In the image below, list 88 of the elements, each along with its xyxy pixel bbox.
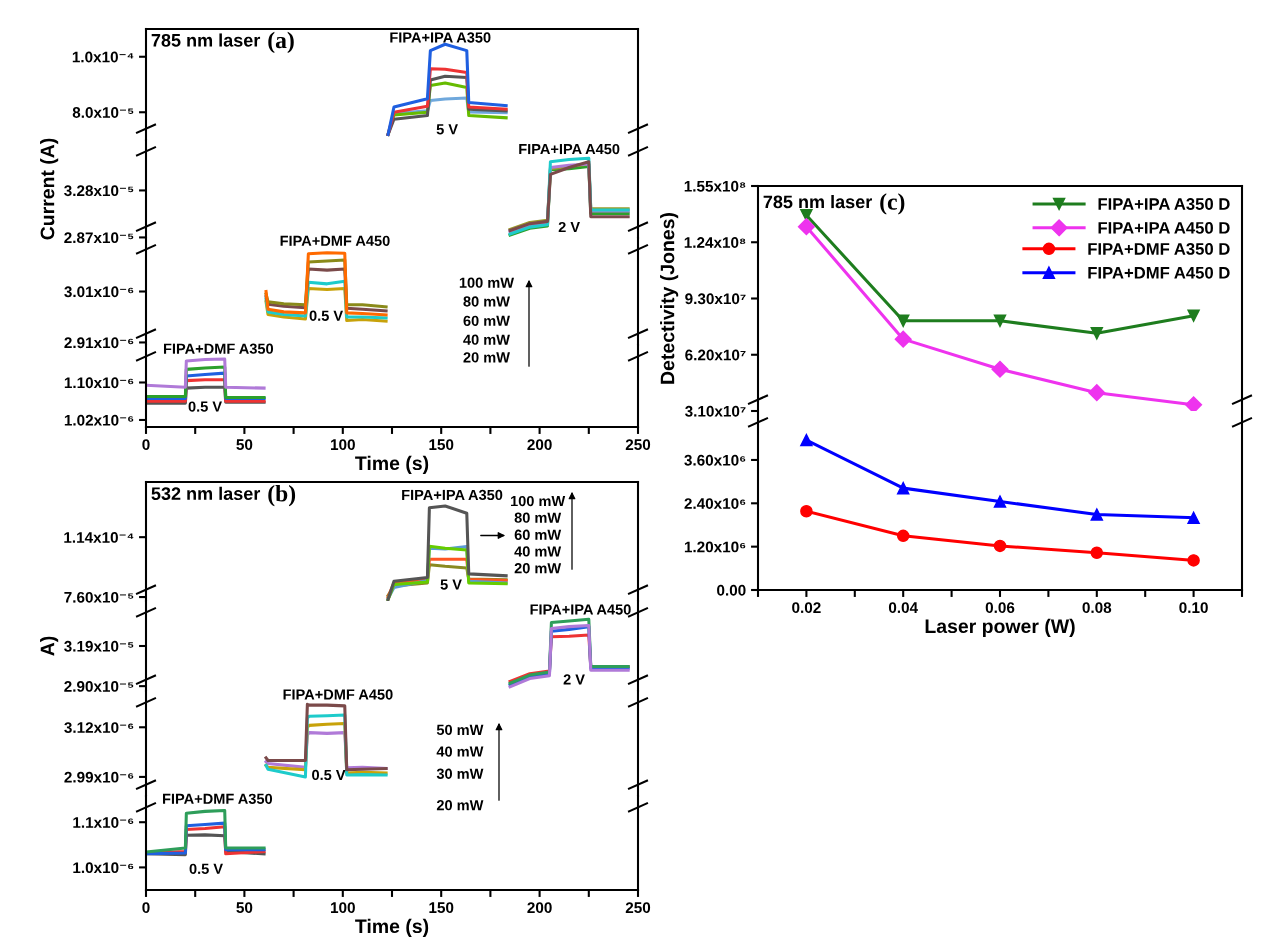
annotation: 0.5 V (188, 401, 222, 412)
y-tick-label: 0.00 (717, 584, 746, 596)
y-tick-label: 8.0x10⁻⁵ (72, 107, 134, 118)
x-tick-label: 100 (331, 439, 355, 451)
annotation: 2 V (558, 221, 580, 233)
x-tick-label: 200 (527, 902, 552, 914)
annotation: 30 mW (436, 768, 484, 779)
legend-label: FIPA+DMF A450 D (1088, 266, 1230, 279)
y-axis-title: A) (40, 636, 59, 656)
x-tick-label: 0.04 (888, 602, 918, 614)
annotation: 0.5 V (312, 769, 346, 781)
annotation: 80 mW (514, 512, 562, 523)
x-tick-label: 0.08 (1082, 602, 1112, 614)
x-axis-title: Time (s) (355, 455, 429, 474)
y-tick-label: 1.14x10⁻⁴ (64, 532, 134, 543)
x-axis-title: Laser power (W) (925, 618, 1075, 637)
legend-label: FIPA+IPA A450 D (1098, 221, 1230, 234)
annotation: 40 mW (436, 746, 484, 757)
annotation: 2 V (563, 674, 585, 685)
x-tick-label: 200 (527, 439, 552, 451)
chart-title: 532 nm laser (151, 486, 261, 501)
annotation: 40 mW (463, 334, 510, 345)
annotation: 0.5 V (309, 310, 343, 321)
annotation: FIPA+DMF A450 (283, 689, 393, 700)
y-tick-label: 1.10x10⁻⁶ (64, 377, 134, 389)
annotation: FIPA+IPA A450 (519, 143, 620, 155)
x-tick-label: 0.06 (985, 602, 1015, 614)
y-axis-title: Current (A) (40, 138, 59, 240)
y-tick-label: 2.91x10⁻⁶ (64, 337, 134, 349)
y-tick-label: 1.0x10⁻⁶ (73, 862, 134, 874)
annotation: 5 V (440, 579, 462, 590)
y-tick-label: 1.55x10⁸ (684, 180, 746, 192)
annotation: 20 mW (436, 800, 484, 811)
x-axis-title: Time (s) (355, 918, 429, 937)
x-tick-label: 50 (236, 439, 253, 451)
annotation: FIPA+IPA A450 (530, 604, 631, 615)
x-tick-label: 50 (236, 902, 253, 914)
annotation: 100 mW (510, 495, 566, 507)
y-tick-label: 1.24x10⁸ (684, 237, 746, 248)
x-tick-label: 0 (142, 439, 150, 451)
annotation: FIPA+DMF A450 (280, 235, 390, 246)
chart-subtitle: (a) (268, 31, 294, 54)
annotation: 5 V (436, 124, 458, 135)
y-tick-label: 3.28x10⁻⁵ (64, 185, 134, 197)
y-tick-label: 7.60x10⁻⁵ (64, 591, 134, 603)
annotation: 60 mW (514, 529, 562, 540)
chart-title: 785 nm laser (763, 195, 872, 209)
y-tick-label: 2.90x10⁻⁵ (64, 681, 134, 692)
x-tick-label: 250 (625, 902, 651, 914)
chart-title: 785 nm laser (151, 33, 261, 47)
chart-subtitle: (c) (880, 193, 905, 215)
annotation: 20 mW (463, 352, 510, 363)
annotation: 20 mW (514, 563, 562, 574)
chart-subtitle: (b) (268, 484, 296, 507)
annotation: 60 mW (463, 315, 510, 327)
annotation: 100 mW (459, 277, 515, 288)
y-tick-label: 2.87x10⁻⁵ (64, 232, 134, 244)
annotation: 50 mW (436, 724, 484, 736)
y-tick-label: 3.10x10⁷ (685, 405, 746, 417)
x-tick-label: 150 (429, 902, 454, 914)
y-tick-label: 3.12x10⁻⁶ (64, 722, 134, 733)
y-axis-title: Detectivity (Jones) (660, 213, 679, 384)
x-tick-label: 150 (429, 439, 454, 451)
legend-label: FIPA+DMF A350 D (1088, 243, 1230, 255)
y-tick-label: 9.30x10⁷ (685, 293, 746, 305)
y-tick-label: 3.60x10⁶ (684, 454, 746, 466)
y-tick-label: 1.1x10⁻⁶ (73, 817, 134, 828)
annotation: FIPA+IPA A350 (402, 489, 503, 501)
x-tick-label: 0.10 (1179, 602, 1208, 614)
x-tick-label: 0.02 (792, 602, 821, 614)
y-tick-label: 2.99x10⁻⁶ (64, 771, 134, 783)
x-tick-label: 250 (625, 439, 651, 451)
y-tick-label: 1.02x10⁻⁶ (64, 414, 134, 426)
annotation: 80 mW (463, 296, 510, 307)
annotation: 40 mW (514, 546, 562, 557)
annotation: FIPA+DMF A350 (163, 343, 274, 354)
annotation: FIPA+DMF A350 (163, 793, 273, 804)
annotation: FIPA+IPA A350 (390, 32, 491, 43)
y-tick-label: 2.40x10⁶ (684, 498, 746, 509)
x-tick-label: 100 (331, 902, 355, 914)
y-tick-label: 6.20x10⁷ (685, 349, 746, 361)
y-tick-label: 3.01x10⁻⁶ (64, 286, 134, 298)
y-tick-label: 1.20x10⁶ (684, 541, 746, 553)
y-tick-label: 3.19x10⁻⁵ (64, 640, 134, 652)
legend-label: FIPA+IPA A350 D (1098, 198, 1230, 210)
x-tick-label: 0 (142, 902, 150, 914)
y-tick-label: 1.0x10⁻⁴ (72, 51, 134, 63)
annotation: 0.5 V (189, 863, 223, 874)
